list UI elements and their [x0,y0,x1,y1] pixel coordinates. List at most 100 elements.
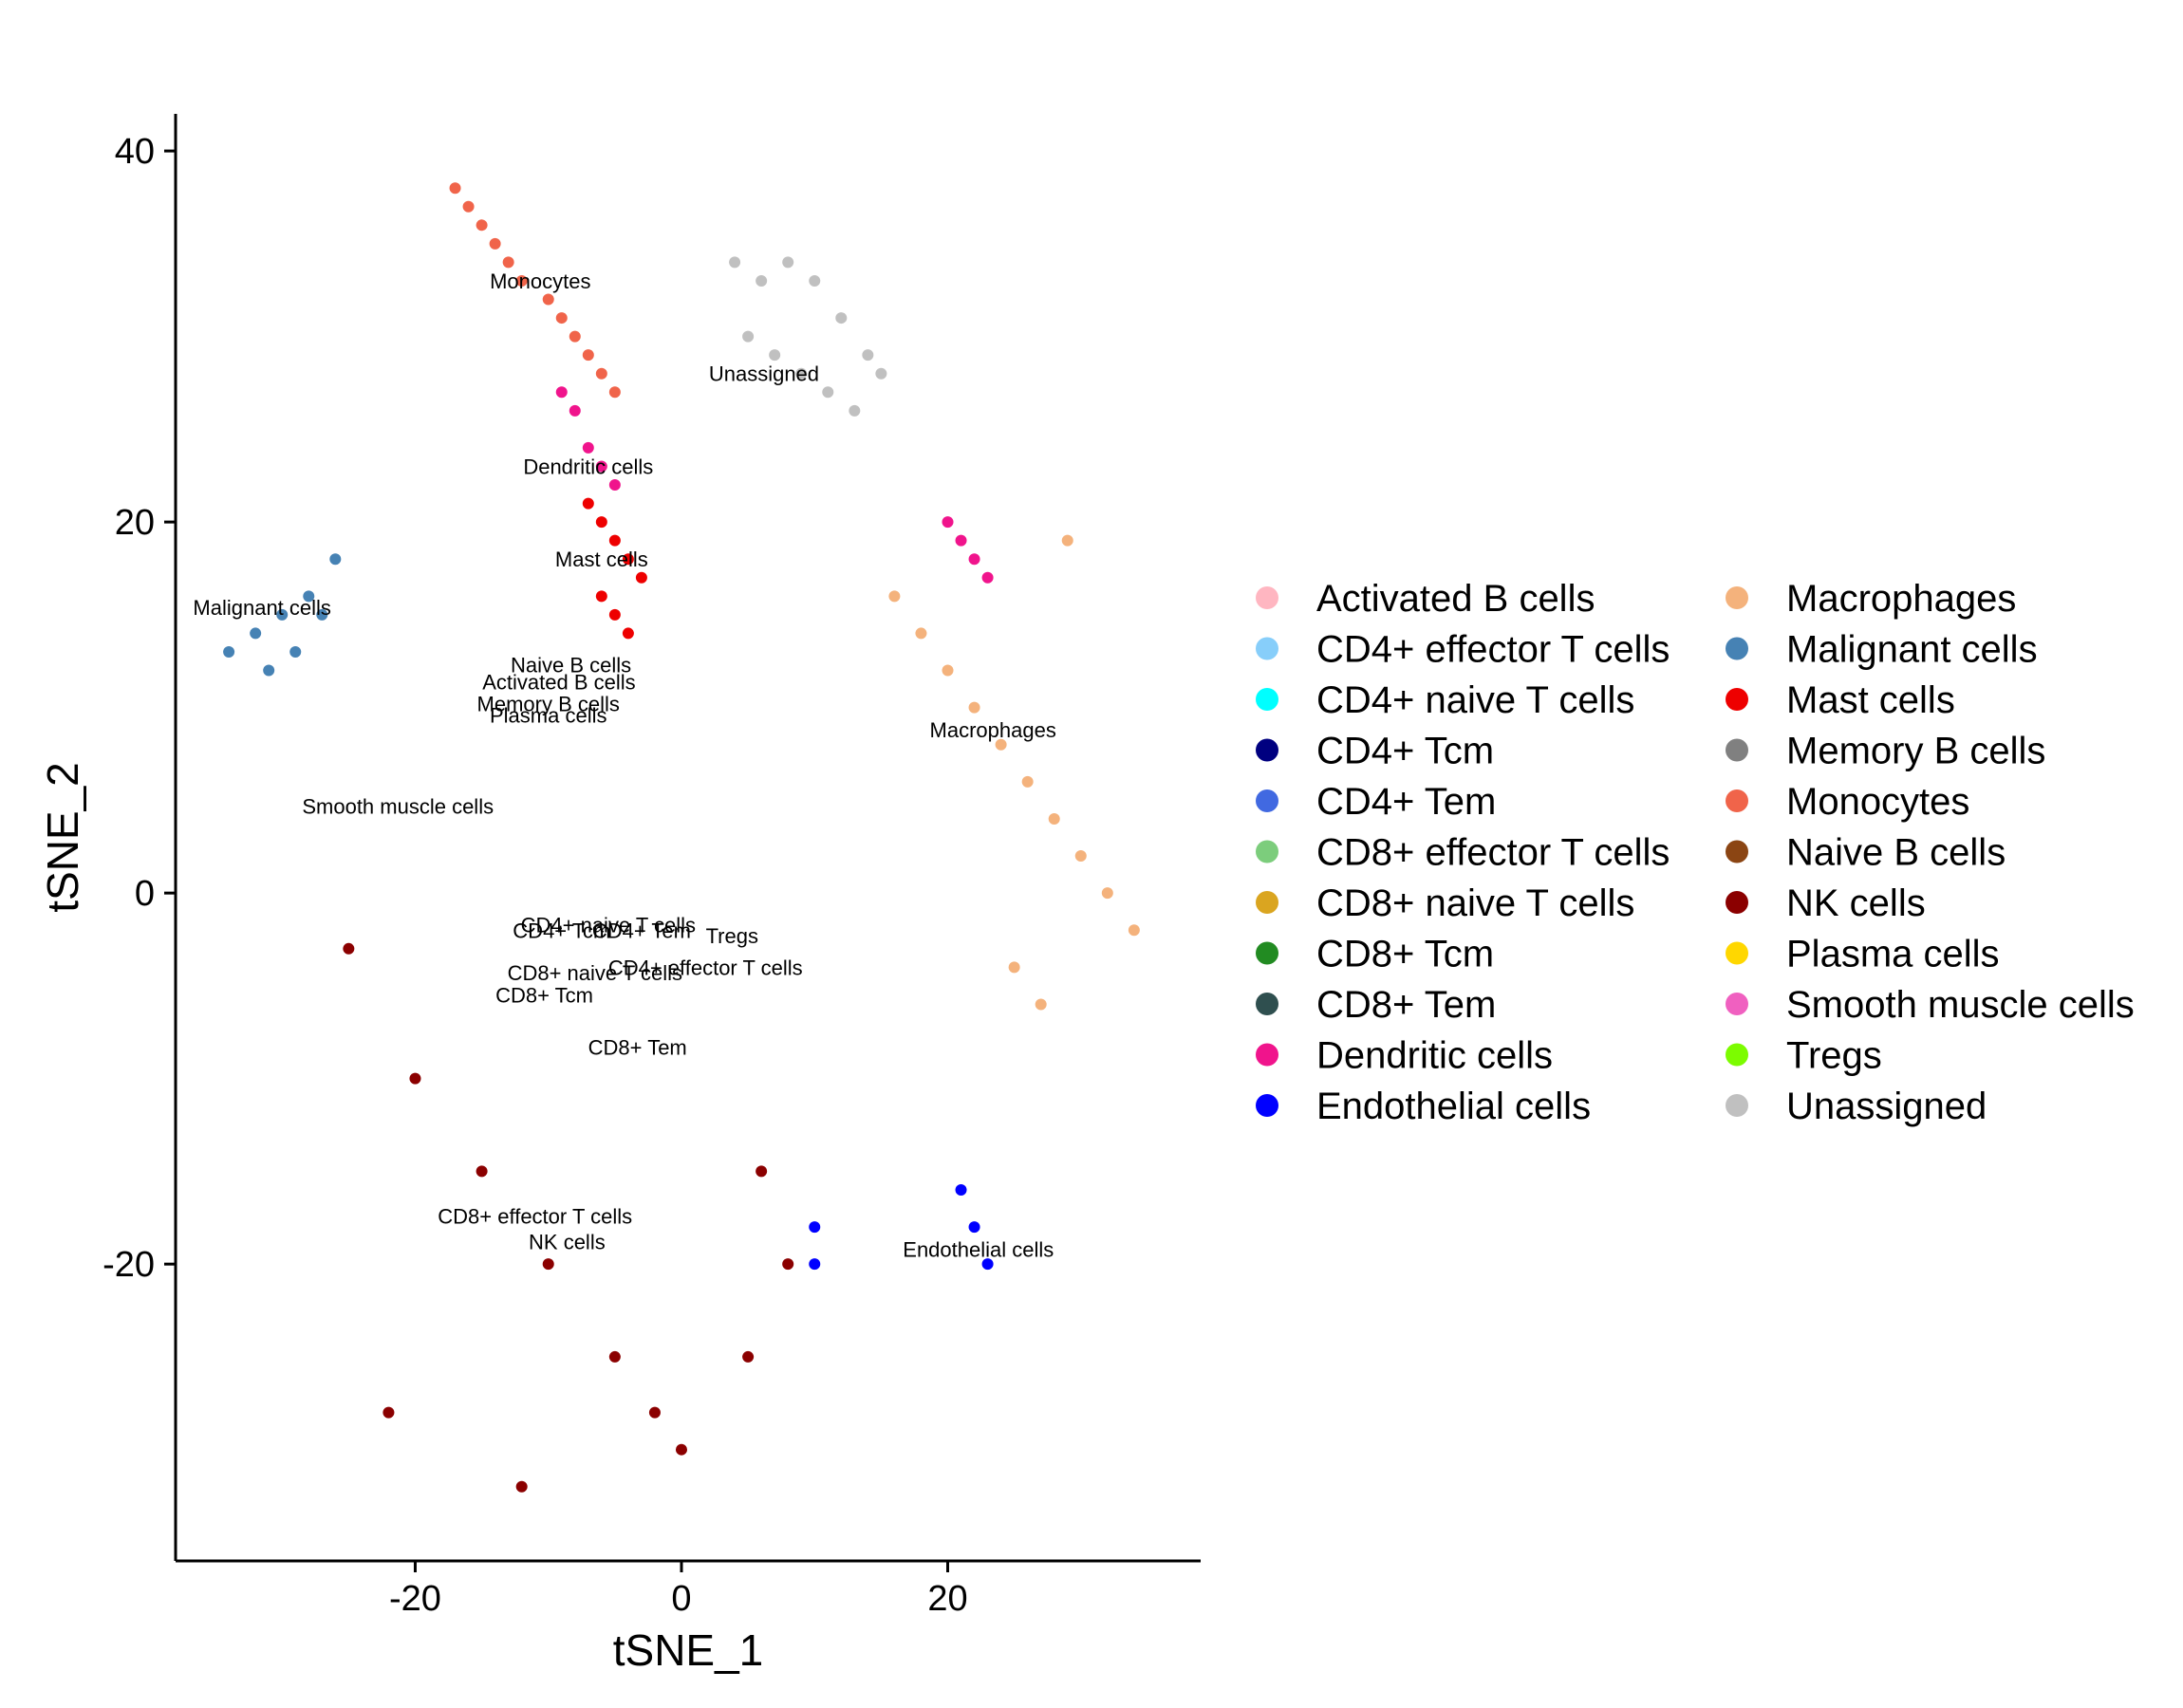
point-monocytes [449,182,461,195]
point-dendritic-cells [981,571,994,584]
cluster-label: Dendritic cells [523,455,653,478]
point-unassigned [822,386,834,399]
point-nk-cells [382,1406,395,1419]
point-dendritic-cells [555,386,568,399]
point-mast-cells [622,553,634,566]
cluster-label: CD4+ Tem [592,919,691,942]
legend-label: Tregs [1786,1035,1882,1077]
legend-swatch [1726,738,1748,762]
point-mast-cells [635,571,647,584]
point-nk-cells [742,1350,755,1363]
x-tick-label: 20 [927,1579,967,1619]
legend-label: CD8+ effector T cells [1316,832,1670,874]
point-macrophages [1128,924,1140,937]
point-mast-cells [608,534,621,547]
cluster-label: Activated B cells [482,670,635,694]
cluster-label: Tregs [706,924,758,948]
legend-label: Memory B cells [1786,731,2045,772]
legend-label: CD4+ effector T cells [1316,629,1670,671]
legend-label: Dendritic cells [1316,1035,1553,1077]
point-endothelial-cells [981,1258,994,1271]
legend-label: Mast cells [1786,679,1955,721]
point-unassigned [862,349,874,362]
legend-swatch [1256,1043,1278,1067]
y-tick-label: 0 [135,874,155,914]
legend-label: Smooth muscle cells [1786,984,2135,1026]
point-macrophages [1021,775,1034,788]
cluster-label: Naive B cells [511,654,631,678]
legend-label: Plasma cells [1786,934,2000,975]
legend: Activated B cells CD4+ effector T cells CD… [1256,578,2135,1127]
point-malignant-cells [250,627,262,640]
point-macrophages [915,627,927,640]
point-nk-cells [675,1443,687,1456]
legend-swatch [1726,891,1748,914]
legend-label: Naive B cells [1786,832,2006,874]
legend-label: CD4+ Tcm [1316,731,1494,772]
point-nk-cells [648,1406,661,1419]
point-dendritic-cells [968,553,980,566]
point-macrophages [942,664,954,677]
cluster-label: CD4+ Tcm [513,919,610,942]
point-macrophages [1061,534,1073,547]
point-nk-cells [409,1072,421,1085]
legend-swatch [1256,941,1278,965]
point-unassigned [875,367,887,380]
point-unassigned [809,274,821,287]
point-monocytes [515,274,528,287]
point-macrophages [1048,812,1060,825]
legend-swatch [1256,840,1278,863]
legend-swatch [1726,688,1748,711]
point-macrophages [968,701,980,714]
data-points [223,182,1140,1493]
point-macrophages [1074,850,1087,863]
point-macrophages [995,738,1007,751]
legend-swatch [1726,586,1748,609]
point-nk-cells [343,942,355,955]
point-macrophages [1101,887,1113,900]
point-mast-cells [608,608,621,621]
point-unassigned [782,256,794,269]
point-unassigned [795,367,808,380]
cluster-labels: Monocytes Unassigned Dendritic cells Mast c… [193,269,1055,1262]
cluster-label: Monocytes [490,269,590,293]
legend-label: Endothelial cells [1316,1086,1591,1127]
point-monocytes [595,367,607,380]
point-endothelial-cells [809,1258,821,1271]
point-malignant-cells [289,645,302,658]
legend-swatch [1726,993,1748,1015]
legend-label: Malignant cells [1786,629,2038,671]
point-monocytes [555,312,568,325]
cluster-label: CD4+ naive T cells [521,913,696,937]
cluster-label: CD8+ Tcm [495,984,593,1008]
axis-ticks: -20 0 20 40 20 0 -20 [103,132,968,1619]
point-macrophages [1035,998,1047,1011]
point-mast-cells [622,627,634,640]
cluster-label: Plasma cells [490,703,606,727]
cluster-label: CD4+ effector T cells [608,956,803,979]
cluster-label: Macrophages [930,718,1056,742]
cluster-label: Mast cells [555,548,648,571]
legend-swatch [1726,941,1748,965]
point-mast-cells [595,590,607,603]
cluster-label: NK cells [529,1231,606,1254]
legend-swatch [1726,840,1748,863]
point-unassigned [756,274,768,287]
legend-swatch [1726,1094,1748,1117]
cluster-label: CD8+ effector T cells [438,1204,632,1228]
point-endothelial-cells [955,1183,967,1196]
legend-label: CD8+ naive T cells [1316,882,1634,924]
legend-label: CD4+ Tem [1316,781,1496,823]
cluster-label: CD8+ naive T cells [508,961,682,985]
legend-swatch [1256,586,1278,609]
point-monocytes [542,293,554,306]
legend-label: Unassigned [1786,1086,1987,1127]
point-mast-cells [582,497,594,510]
legend-swatch [1726,789,1748,812]
y-tick-label: 20 [115,503,155,543]
point-dendritic-cells [569,404,581,417]
legend-label: Macrophages [1786,578,2016,620]
point-malignant-cells [303,590,315,603]
point-malignant-cells [223,645,235,658]
cluster-label: CD8+ Tem [588,1035,687,1059]
